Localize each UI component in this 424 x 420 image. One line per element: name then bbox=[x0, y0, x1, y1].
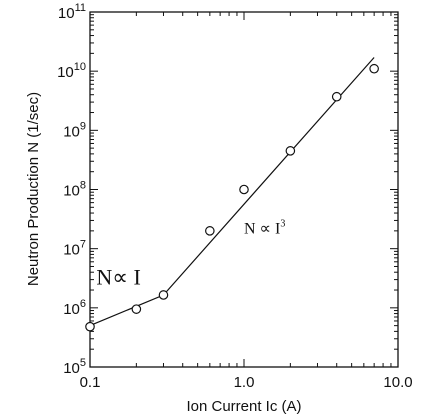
annotations: N∝ I N ∝ I3 bbox=[96, 219, 285, 290]
data-point bbox=[285, 146, 296, 156]
data-points bbox=[85, 63, 379, 332]
x-axis-ticks: 0.1 1.0 10.0 bbox=[80, 12, 413, 391]
y-tick-label: 1011 bbox=[58, 2, 86, 22]
data-point bbox=[158, 290, 169, 300]
data-point bbox=[369, 63, 379, 74]
y-axis-title: Neutron Production N (1/sec) bbox=[25, 92, 42, 286]
y-tick-label: 108 bbox=[63, 180, 86, 200]
annotation-high-current: N ∝ I3 bbox=[244, 219, 285, 238]
data-point bbox=[239, 184, 249, 195]
data-point bbox=[85, 321, 95, 332]
data-point bbox=[331, 91, 342, 102]
data-point bbox=[131, 304, 142, 314]
y-tick-label: 109 bbox=[63, 120, 86, 140]
annotation-low-current: N∝ I bbox=[96, 264, 140, 289]
y-tick-label: 1010 bbox=[57, 61, 86, 81]
y-tick-label: 106 bbox=[63, 298, 86, 318]
x-tick-label: 0.1 bbox=[80, 374, 101, 391]
y-tick-label: 105 bbox=[63, 357, 86, 377]
x-tick-label: 10.0 bbox=[383, 374, 412, 391]
data-point bbox=[205, 226, 215, 236]
x-axis-title: Ion Current Ic (A) bbox=[186, 398, 301, 415]
x-tick-label: 1.0 bbox=[234, 374, 255, 391]
y-tick-label: 107 bbox=[63, 239, 86, 259]
y-axis-ticks: 105 106 107 108 109 1010 1011 bbox=[57, 2, 398, 377]
